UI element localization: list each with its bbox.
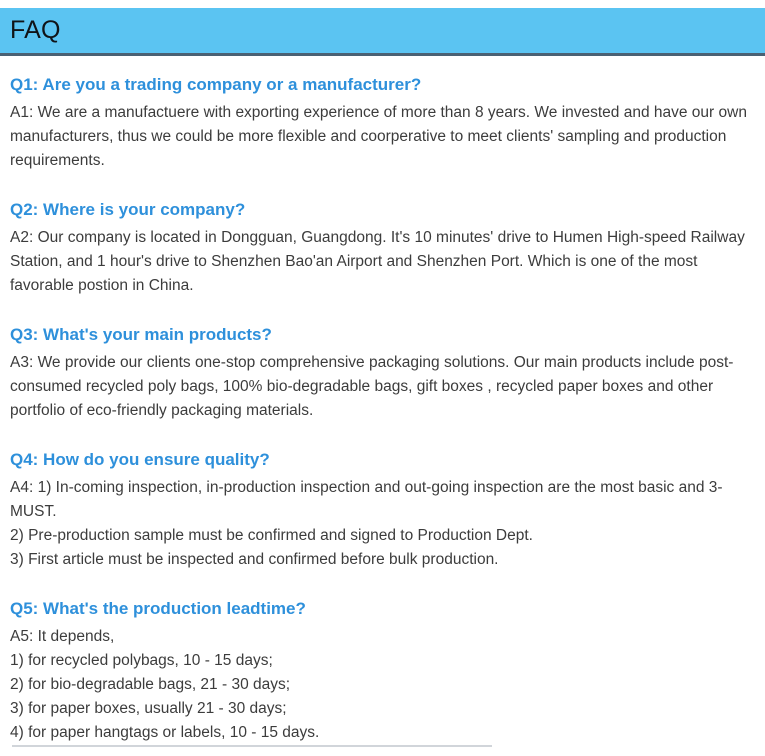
faq-header-bar: FAQ [0,8,765,56]
faq-answer-q5: A5: It depends, 1) for recycled polybags… [10,625,751,745]
bottom-divider [12,745,492,747]
faq-item-q2: Q2: Where is your company? A2: Our compa… [10,199,751,298]
answer-line: A3: We provide our clients one-stop comp… [10,354,734,419]
page-title: FAQ [10,16,61,44]
faq-question-q2: Q2: Where is your company? [10,200,246,219]
faq-question-q1: Q1: Are you a trading company or a manuf… [10,75,422,94]
faq-answer-q2: A2: Our company is located in Dongguan, … [10,226,751,298]
answer-line: A2: Our company is located in Dongguan, … [10,229,745,294]
faq-question-q4: Q4: How do you ensure quality? [10,450,270,469]
answer-line: 2) Pre-production sample must be confirm… [10,527,533,544]
faq-item-q1: Q1: Are you a trading company or a manuf… [10,74,751,173]
answer-line: 3) for paper boxes, usually 21 - 30 days… [10,700,287,717]
faq-question-q3: Q3: What's your main products? [10,325,272,344]
answer-line: 2) for bio-degradable bags, 21 - 30 days… [10,676,291,693]
answer-line: A4: 1) In-coming inspection, in-producti… [10,479,723,520]
answer-line: A5: It depends, [10,628,115,645]
faq-answer-q4: A4: 1) In-coming inspection, in-producti… [10,476,751,572]
faq-question-q5: Q5: What's the production leadtime? [10,599,306,618]
answer-line: 3) First article must be inspected and c… [10,551,499,568]
answer-line: 1) for recycled polybags, 10 - 15 days; [10,652,273,669]
answer-line: 4) for paper hangtags or labels, 10 - 15… [10,724,320,741]
faq-item-q3: Q3: What's your main products? A3: We pr… [10,324,751,423]
faq-answer-q1: A1: We are a manufactuere with exporting… [10,101,751,173]
faq-item-q5: Q5: What's the production leadtime? A5: … [10,598,751,745]
faq-answer-q3: A3: We provide our clients one-stop comp… [10,351,751,423]
faq-item-q4: Q4: How do you ensure quality? A4: 1) In… [10,449,751,572]
answer-line: A1: We are a manufactuere with exporting… [10,104,747,169]
faq-list: Q1: Are you a trading company or a manuf… [0,74,765,745]
